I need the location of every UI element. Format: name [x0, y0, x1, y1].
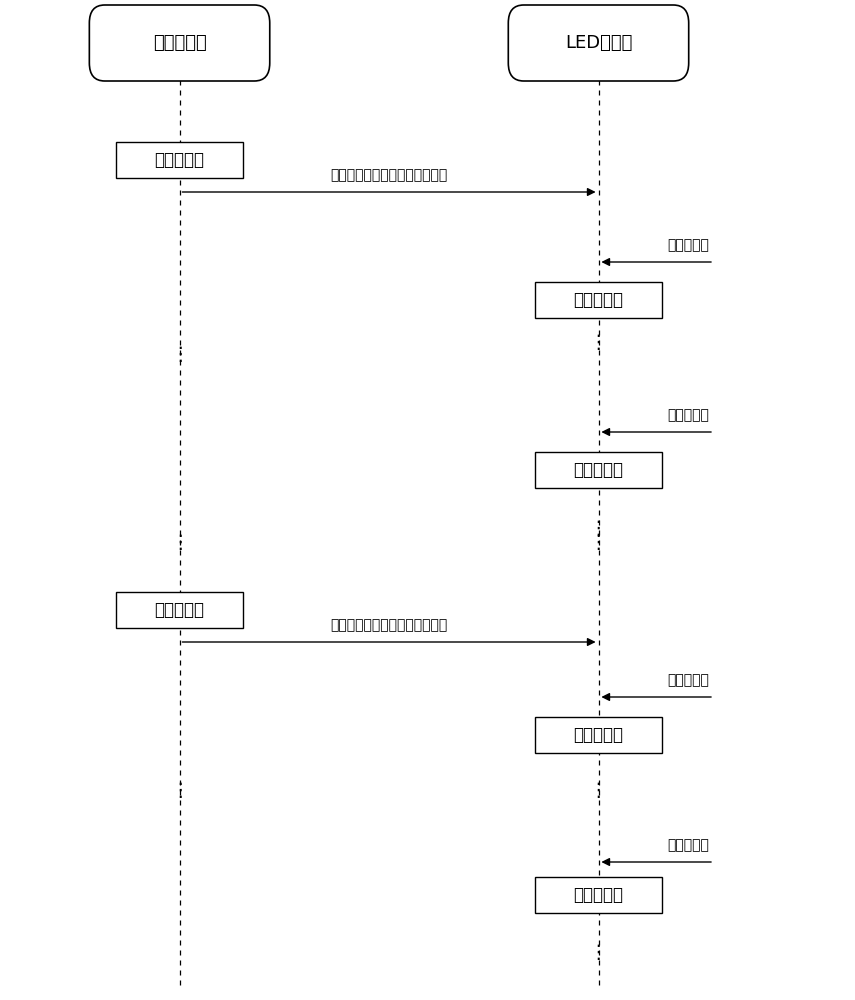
Bar	[535, 717, 662, 753]
Text: ⋮: ⋮	[589, 518, 608, 538]
Text: 背光值计算: 背光值计算	[155, 151, 204, 169]
Bar	[535, 452, 662, 488]
Text: 应用背光值: 应用背光值	[574, 461, 623, 479]
Text: ⋮: ⋮	[589, 942, 608, 962]
Text: ⋮: ⋮	[589, 780, 608, 800]
Text: 帧同步信号: 帧同步信号	[668, 408, 710, 422]
Text: 包含多个背光值的背光设置命令: 包含多个背光值的背光设置命令	[330, 618, 448, 632]
Bar	[116, 142, 243, 178]
FancyBboxPatch shape	[508, 5, 688, 81]
Text: ⋮: ⋮	[589, 532, 608, 552]
Bar	[535, 282, 662, 318]
Text: 帧同步信号: 帧同步信号	[668, 838, 710, 852]
Bar	[116, 592, 243, 628]
Text: ⋮: ⋮	[589, 332, 608, 352]
Text: 包含多个背光值的背光设置命令: 包含多个背光值的背光设置命令	[330, 168, 448, 182]
Text: ⋮: ⋮	[170, 780, 189, 800]
Text: LED控制器: LED控制器	[565, 34, 632, 52]
Bar	[535, 877, 662, 913]
Text: ⋮: ⋮	[170, 532, 189, 552]
Text: ⋮: ⋮	[170, 346, 189, 364]
FancyBboxPatch shape	[89, 5, 270, 81]
Text: 应用背光值: 应用背光值	[574, 726, 623, 744]
Text: 帧同步信号: 帧同步信号	[668, 673, 710, 687]
Text: 汽车控制器: 汽车控制器	[153, 34, 206, 52]
Text: 背光值计算: 背光值计算	[155, 601, 204, 619]
Text: 应用背光值: 应用背光值	[574, 291, 623, 309]
Text: 帧同步信号: 帧同步信号	[668, 238, 710, 252]
Text: 应用背光值: 应用背光值	[574, 886, 623, 904]
